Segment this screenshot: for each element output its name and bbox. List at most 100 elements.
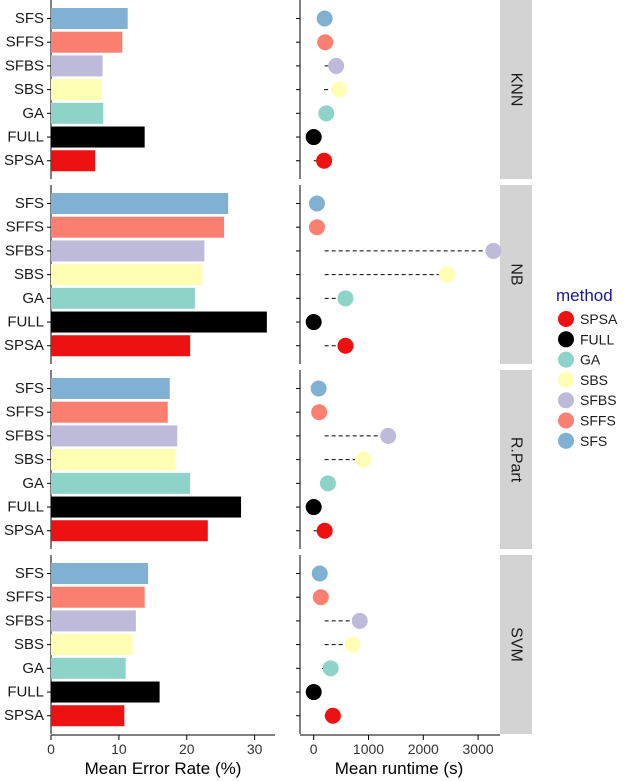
- error-bar-sfbs: [51, 240, 205, 262]
- legend-title: method: [556, 286, 613, 305]
- legend-key-full: [558, 331, 574, 348]
- runtime-dot-ga: [322, 660, 339, 677]
- facet-strip: [500, 555, 532, 734]
- runtime-dot-sfs: [308, 195, 325, 212]
- legend-label: GA: [580, 352, 601, 368]
- error-bar-sffs: [51, 586, 145, 608]
- runtime-dot-sbs: [438, 266, 455, 283]
- y-tick-label: SFFS: [6, 404, 44, 421]
- runtime-dot-sffs: [317, 34, 334, 51]
- y-tick-label: SFFS: [6, 219, 44, 236]
- y-tick-label: SFBS: [5, 57, 44, 74]
- runtime-dot-sbs: [344, 636, 361, 653]
- y-tick-label: SPSA: [4, 152, 44, 169]
- y-tick-label: SPSA: [4, 707, 44, 724]
- legend-label: SFS: [580, 433, 607, 449]
- runtime-dot-spsa: [316, 522, 333, 539]
- runtime-dot-ga: [337, 290, 354, 307]
- error-bar-sbs: [51, 264, 203, 286]
- facet-strip: [500, 0, 532, 179]
- y-tick-label: SFBS: [5, 427, 44, 444]
- runtime-dot-ga: [319, 475, 336, 492]
- error-bar-sfs: [51, 377, 170, 399]
- error-bar-sfs: [51, 192, 229, 214]
- facet-panels: KNN SFS SFFS SFBS SBS GA FULL SPSA NB SFS SFFS SFBS…: [4, 0, 532, 734]
- right-x-axis-label: Mean runtime (s): [335, 759, 463, 778]
- error-bar-sfbs: [51, 610, 136, 632]
- y-tick-label: SFS: [15, 380, 44, 397]
- error-bar-sfbs: [51, 425, 178, 447]
- error-bar-spsa: [51, 705, 125, 727]
- error-bar-ga: [51, 287, 195, 309]
- y-tick-label: GA: [22, 660, 44, 677]
- error-bar-sbs: [51, 449, 176, 471]
- facet-strip: [500, 370, 532, 549]
- runtime-dot-sfbs: [328, 57, 345, 74]
- facet-knn: KNN SFS SFFS SFBS SBS GA FULL SPSA: [4, 0, 532, 179]
- facet-strip-label: KNN: [508, 73, 525, 107]
- runtime-dot-spsa: [316, 152, 333, 169]
- y-tick-label: FULL: [7, 684, 44, 701]
- y-tick-label: SFS: [15, 565, 44, 582]
- error-bar-spsa: [51, 520, 208, 542]
- runtime-dot-sbs: [330, 81, 347, 98]
- error-bar-sfs: [51, 562, 149, 584]
- y-tick-label: SBS: [14, 636, 44, 653]
- y-tick-label: SBS: [14, 451, 44, 468]
- y-tick-label: SFS: [15, 195, 44, 212]
- legend-key-ga: [558, 351, 574, 368]
- y-tick-label: GA: [22, 475, 44, 492]
- left-x-tick-label: 10: [111, 741, 127, 757]
- runtime-dot-sfbs: [351, 612, 368, 629]
- left-x-tick-label: 0: [47, 741, 55, 757]
- runtime-dot-spsa: [337, 337, 354, 354]
- right-x-tick-label: 2000: [408, 741, 439, 757]
- error-bar-sffs: [51, 31, 123, 53]
- legend-key-sbs: [558, 371, 574, 388]
- error-bar-ga: [51, 472, 191, 494]
- y-tick-label: SFFS: [6, 34, 44, 51]
- right-x-tick-label: 3000: [463, 741, 494, 757]
- y-tick-label: SFBS: [5, 242, 44, 259]
- runtime-dot-spsa: [324, 707, 341, 724]
- axes: 0 10 20 30 0 1000 2000 3000: [47, 734, 500, 757]
- y-tick-label: FULL: [7, 499, 44, 516]
- error-bar-full: [51, 681, 160, 703]
- facet-strip-label: NB: [508, 263, 525, 285]
- runtime-dot-full: [305, 684, 322, 701]
- runtime-dot-sfbs: [485, 242, 502, 259]
- error-bar-spsa: [51, 150, 96, 172]
- runtime-dot-sfs: [311, 565, 328, 582]
- y-tick-label: GA: [22, 105, 44, 122]
- legend-key-sfbs: [558, 392, 574, 409]
- legend-key-spsa: [558, 311, 574, 327]
- facet-r-part: R.Part SFS SFFS SFBS SBS GA FULL SPSA: [4, 370, 532, 549]
- error-bar-sfbs: [51, 55, 103, 77]
- error-bar-sfs: [51, 7, 128, 29]
- y-tick-label: SFBS: [5, 612, 44, 629]
- y-tick-label: SFFS: [6, 589, 44, 606]
- error-bar-ga: [51, 657, 126, 679]
- facet-strip: [500, 185, 532, 364]
- y-tick-label: GA: [22, 290, 44, 307]
- runtime-dot-full: [305, 129, 322, 146]
- y-tick-label: SFS: [15, 10, 44, 27]
- error-bar-sffs: [51, 216, 225, 238]
- runtime-dot-sffs: [312, 589, 329, 606]
- legend-label: SFBS: [580, 392, 617, 408]
- runtime-dot-sffs: [308, 219, 325, 236]
- runtime-dot-sffs: [311, 404, 328, 421]
- legend-key-sffs: [558, 412, 574, 429]
- error-bar-sbs: [51, 634, 133, 656]
- runtime-dot-sfs: [316, 10, 333, 27]
- facet-strip-label: R.Part: [508, 437, 525, 483]
- legend-label: FULL: [580, 331, 614, 347]
- facet-nb: NB SFS SFFS SFBS SBS GA FULL SPSA: [4, 185, 532, 364]
- error-bar-full: [51, 311, 267, 333]
- facet-strip-label: SVM: [508, 627, 525, 662]
- left-x-tick-label: 30: [247, 741, 263, 757]
- runtime-dot-sfs: [310, 380, 327, 397]
- legend-label: SBS: [580, 372, 608, 388]
- left-x-tick-label: 20: [179, 741, 195, 757]
- y-tick-label: FULL: [7, 314, 44, 331]
